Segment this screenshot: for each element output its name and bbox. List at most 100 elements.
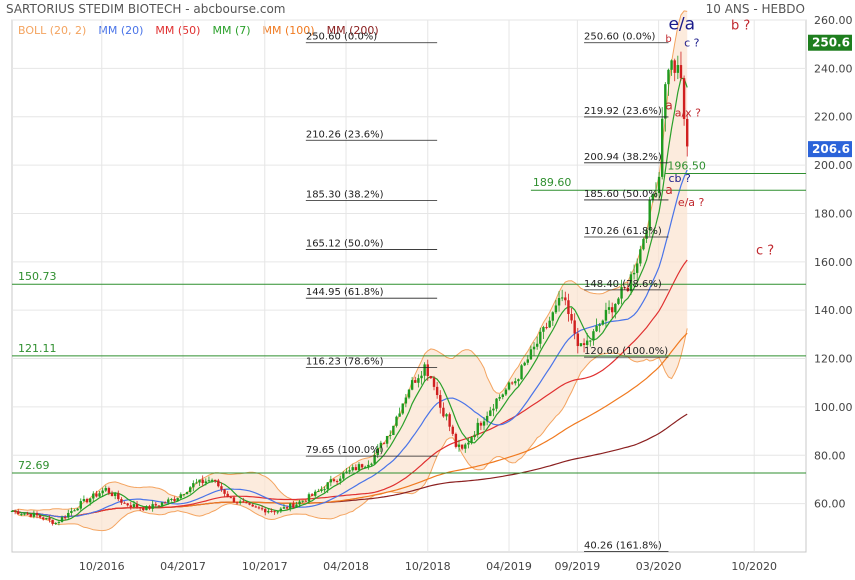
fibonacci-label: 148.40 (78.6%)	[584, 279, 662, 290]
x-tick-label: 10/2016	[79, 560, 125, 573]
candle-body	[326, 482, 329, 490]
candle-body	[217, 480, 220, 487]
candle-body	[676, 65, 680, 73]
candles	[10, 51, 689, 526]
candle-body	[489, 410, 492, 416]
fibonacci-label: 219.92 (23.6%)	[584, 106, 662, 117]
wave-annotation: c ?	[684, 37, 700, 50]
candle-body	[526, 359, 529, 363]
candle-body	[170, 498, 173, 500]
support-line-label: 72.69	[18, 459, 50, 472]
candle-body	[379, 442, 383, 448]
fibonacci-label: 185.30 (38.2%)	[306, 190, 384, 201]
candle-body	[95, 493, 98, 497]
candle-body	[82, 499, 86, 502]
support-line-label: 150.73	[18, 270, 57, 283]
candle-body	[142, 507, 145, 511]
candle-body	[635, 263, 639, 273]
y-tick-label: 220.00	[814, 111, 853, 124]
y-tick-label: 120.00	[814, 353, 853, 366]
moving-average-7	[11, 77, 688, 522]
candle-body	[382, 442, 386, 444]
candle-body	[126, 503, 129, 506]
wave-annotation: a	[665, 183, 672, 197]
candle-body	[539, 331, 542, 344]
candle-body	[63, 517, 67, 519]
candle-body	[13, 510, 17, 512]
candle-body	[548, 320, 551, 328]
chart-title: SARTORIUS STEDIM BIOTECH - abcbourse.com	[6, 2, 286, 16]
candle-body	[314, 491, 317, 496]
candle-body	[473, 434, 476, 438]
candle-body	[342, 473, 345, 479]
candle-body	[301, 500, 304, 502]
candle-body	[507, 382, 511, 390]
candle-body	[23, 513, 26, 515]
wave-annotation: e/a	[668, 15, 695, 35]
x-tick-label: 10/2018	[405, 560, 451, 573]
candle-body	[395, 416, 398, 426]
candle-body	[273, 511, 276, 513]
wave-annotation: c ?	[756, 244, 774, 259]
candle-body	[564, 297, 567, 301]
price-tag-label: 250.6	[812, 36, 850, 50]
candle-body	[576, 333, 580, 347]
candle-body	[29, 513, 32, 517]
candle-body	[182, 494, 186, 496]
candle-body	[179, 494, 183, 499]
candle-body	[579, 343, 583, 347]
candle-body	[629, 274, 633, 292]
fibonacci-label: 185.60 (50.0%)	[584, 189, 662, 200]
candle-body	[670, 60, 673, 70]
candle-body	[642, 238, 645, 250]
candle-body	[498, 397, 501, 399]
candle-body	[57, 521, 61, 523]
candle-body	[573, 320, 576, 334]
legend-mm100: MM (100)	[262, 24, 315, 37]
candle-body	[201, 479, 204, 484]
candle-body	[551, 312, 554, 321]
fibonacci-label: 210.26 (23.6%)	[306, 129, 384, 140]
legend: BOLL (20, 2) MM (20) MM (50) MM (7) MM (…	[18, 24, 379, 37]
candle-body	[545, 327, 548, 329]
y-tick-label: 140.00	[814, 304, 853, 317]
candle-body	[354, 467, 358, 471]
candle-body	[357, 464, 361, 471]
moving-average-50	[11, 259, 688, 518]
candle-body	[207, 480, 211, 482]
candle-body	[257, 507, 261, 509]
candle-body	[664, 84, 667, 119]
candle-body	[595, 325, 598, 332]
candle-body	[623, 287, 626, 289]
candle-body	[654, 193, 658, 195]
candle-body	[160, 502, 164, 506]
candle-body	[542, 327, 545, 332]
candle-body	[163, 502, 167, 504]
wave-annotation: b ?	[731, 19, 750, 34]
candle-body	[289, 503, 292, 509]
candle-body	[439, 395, 442, 408]
candle-body	[560, 297, 564, 299]
candle-body	[385, 435, 389, 444]
candle-body	[398, 413, 401, 417]
candle-body	[432, 378, 436, 387]
price-tag	[808, 34, 852, 51]
candle-body	[117, 493, 120, 500]
y-tick-label: 200.00	[814, 159, 853, 172]
candle-body	[120, 499, 123, 503]
candle-body	[92, 493, 95, 499]
x-tick-label: 09/2019	[555, 560, 601, 573]
candle-body	[335, 481, 339, 483]
candle-body	[426, 364, 429, 377]
candle-body	[470, 437, 473, 443]
candle-body	[617, 298, 620, 304]
y-tick-label: 160.00	[814, 256, 853, 269]
candle-body	[148, 506, 151, 509]
candle-body	[417, 378, 420, 383]
candle-body	[38, 515, 42, 518]
candle-body	[442, 407, 445, 417]
candle-body	[639, 249, 642, 264]
candle-body	[557, 298, 561, 306]
candle-body	[373, 454, 376, 464]
candle-body	[167, 499, 170, 503]
